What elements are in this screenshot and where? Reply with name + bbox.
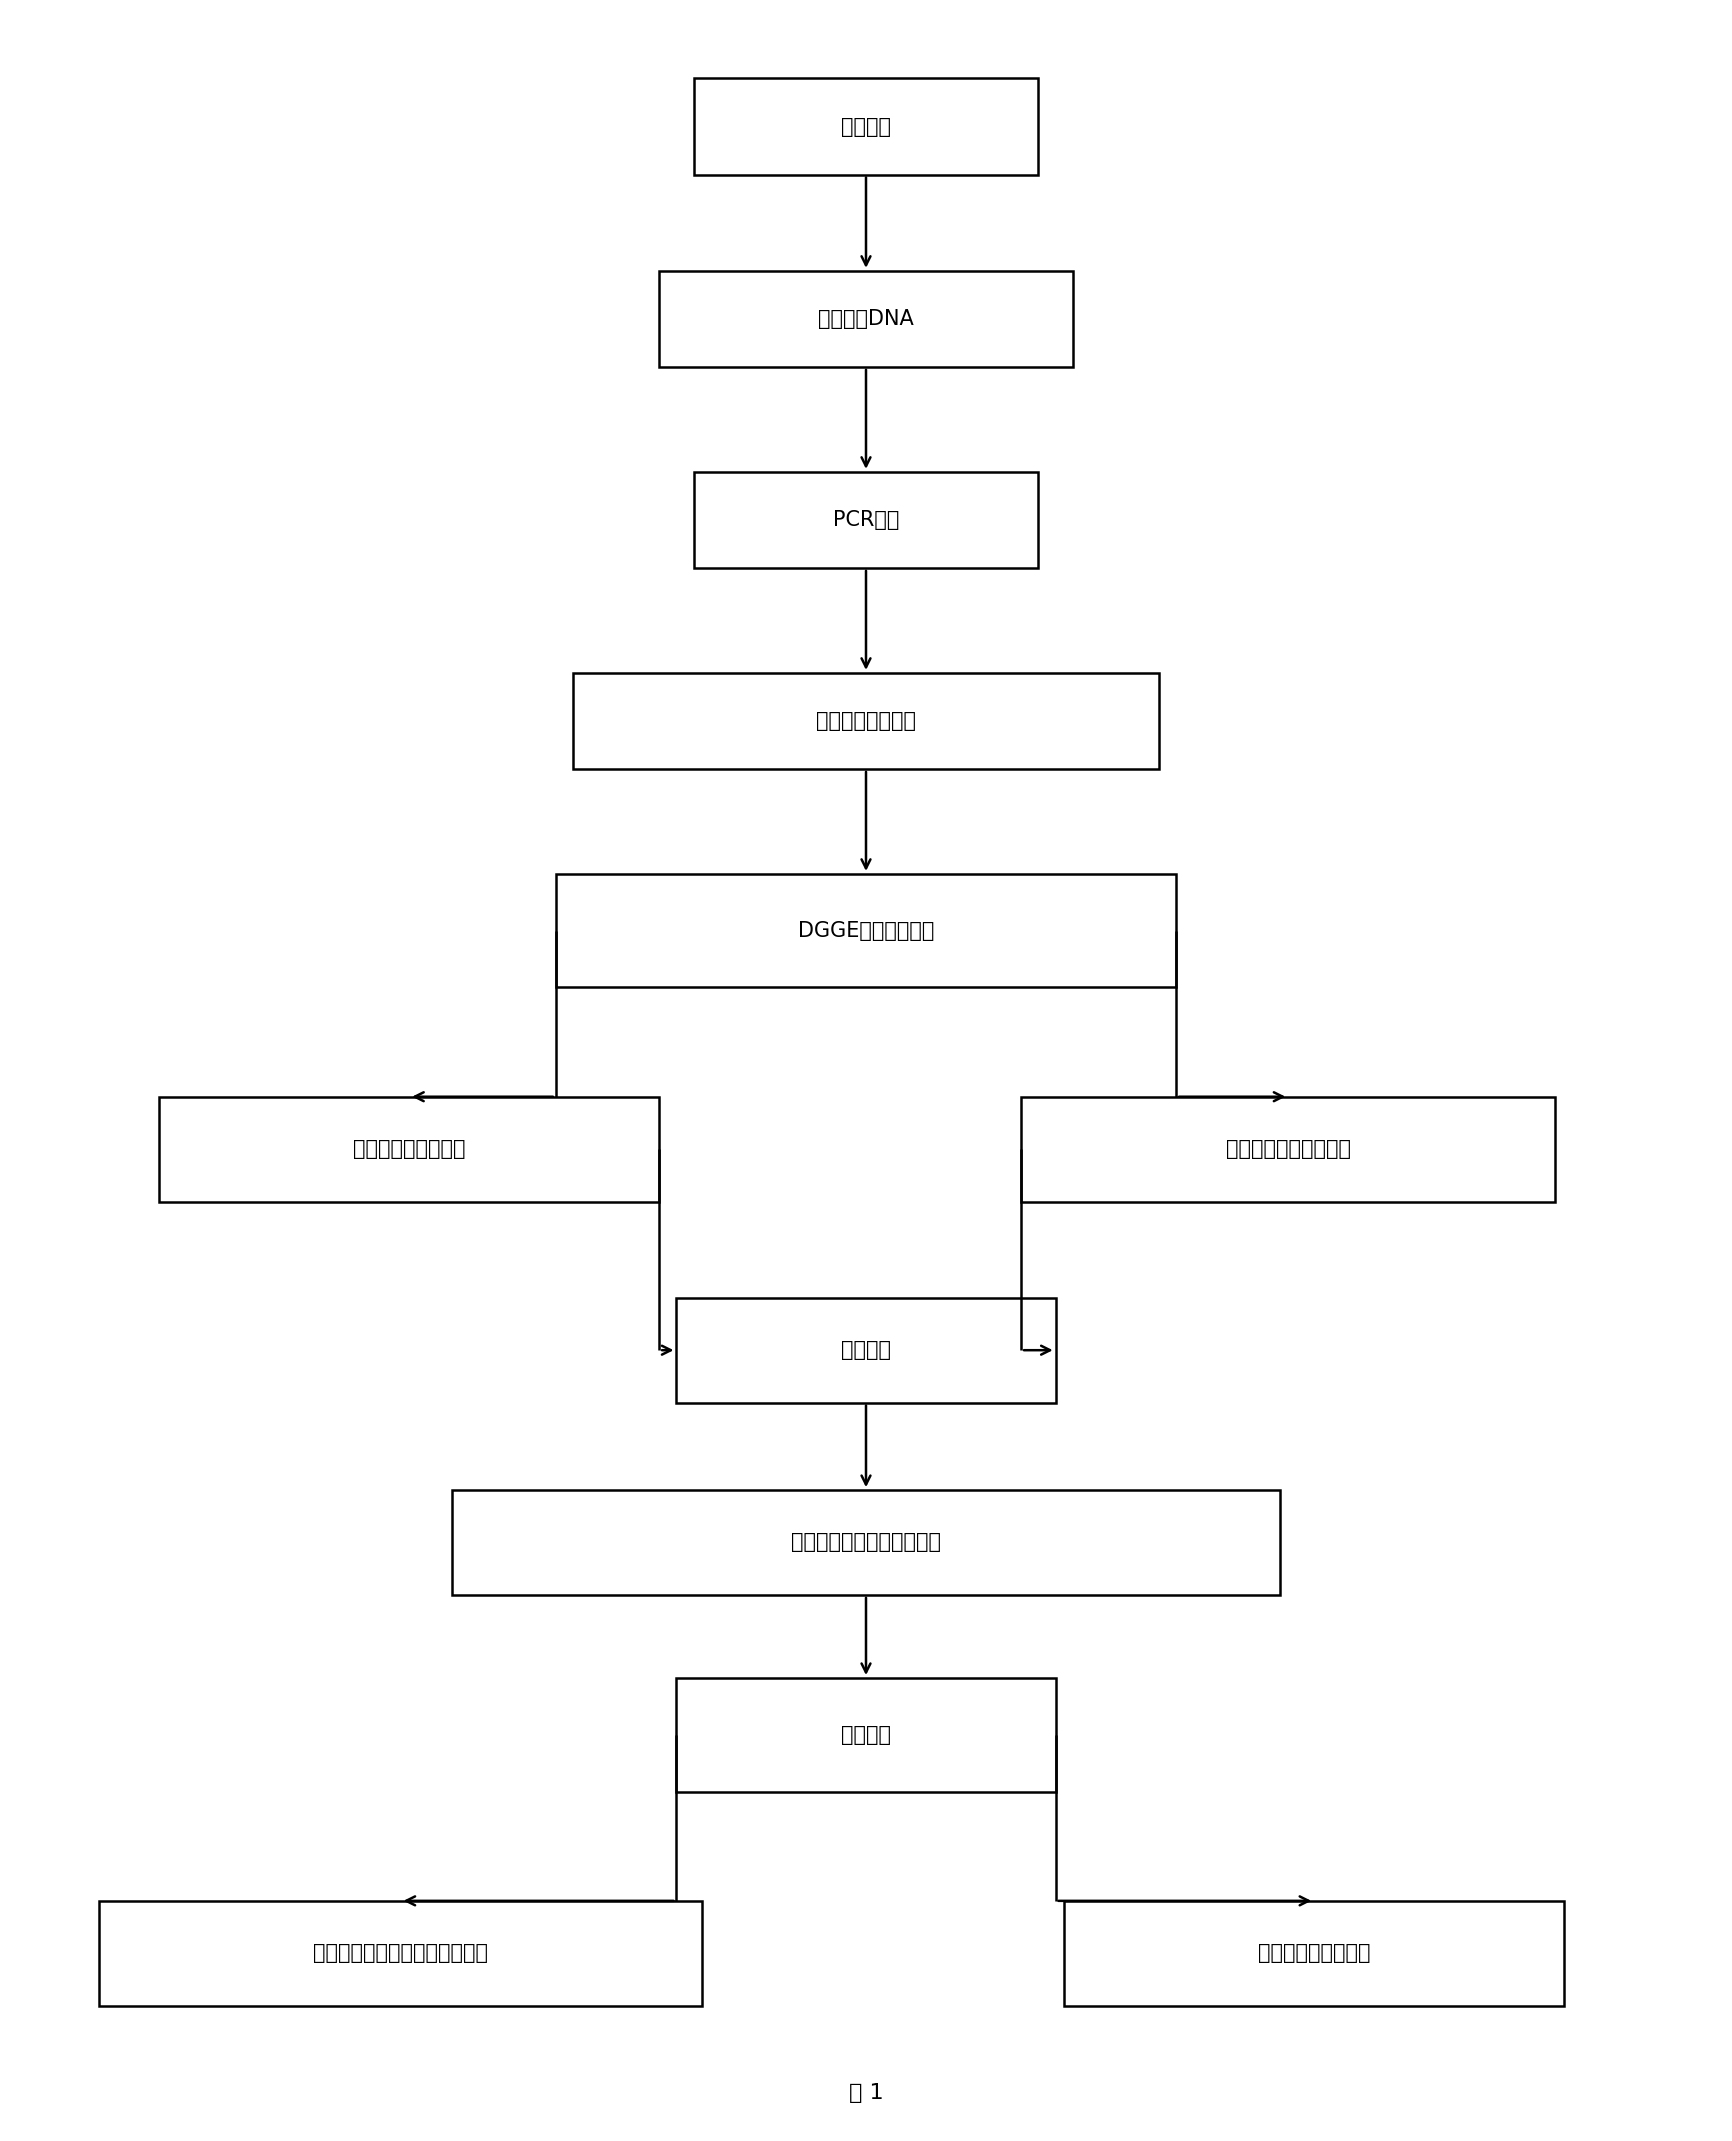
- Text: 克隆测序: 克隆测序: [842, 1340, 890, 1360]
- Bar: [99, 1901, 701, 2006]
- Text: 基因组总DNA: 基因组总DNA: [818, 308, 914, 330]
- Text: DGGE基因指纹图谱: DGGE基因指纹图谱: [798, 921, 934, 940]
- Bar: [159, 1096, 660, 1201]
- Bar: [1022, 1096, 1555, 1201]
- Bar: [693, 471, 1039, 567]
- Bar: [573, 672, 1159, 769]
- Bar: [556, 874, 1176, 987]
- Text: 变性梯度凝胶电泳: 变性梯度凝胶电泳: [816, 711, 916, 730]
- Text: 海绵宿主特异菌鉴定: 海绵宿主特异菌鉴定: [1257, 1944, 1370, 1963]
- Text: 图 1: 图 1: [849, 2083, 883, 2102]
- Text: 海绵样品: 海绵样品: [842, 116, 890, 137]
- Text: 同源性比对与系统发育分析: 同源性比对与系统发育分析: [792, 1533, 940, 1552]
- Bar: [1063, 1901, 1564, 2006]
- Text: 一种海绵的所有条带: 一种海绵的所有条带: [353, 1139, 466, 1158]
- Text: 分子鉴定: 分子鉴定: [842, 1726, 890, 1745]
- Text: 不同海绵的特异性条带: 不同海绵的特异性条带: [1226, 1139, 1351, 1158]
- Text: PCR扩增: PCR扩增: [833, 510, 899, 529]
- Bar: [677, 1679, 1055, 1792]
- Bar: [452, 1490, 1280, 1595]
- Bar: [660, 270, 1072, 366]
- Text: 海绵共附生的优势细菌组成鉴定: 海绵共附生的优势细菌组成鉴定: [313, 1944, 488, 1963]
- Bar: [677, 1297, 1055, 1402]
- Bar: [693, 79, 1039, 176]
